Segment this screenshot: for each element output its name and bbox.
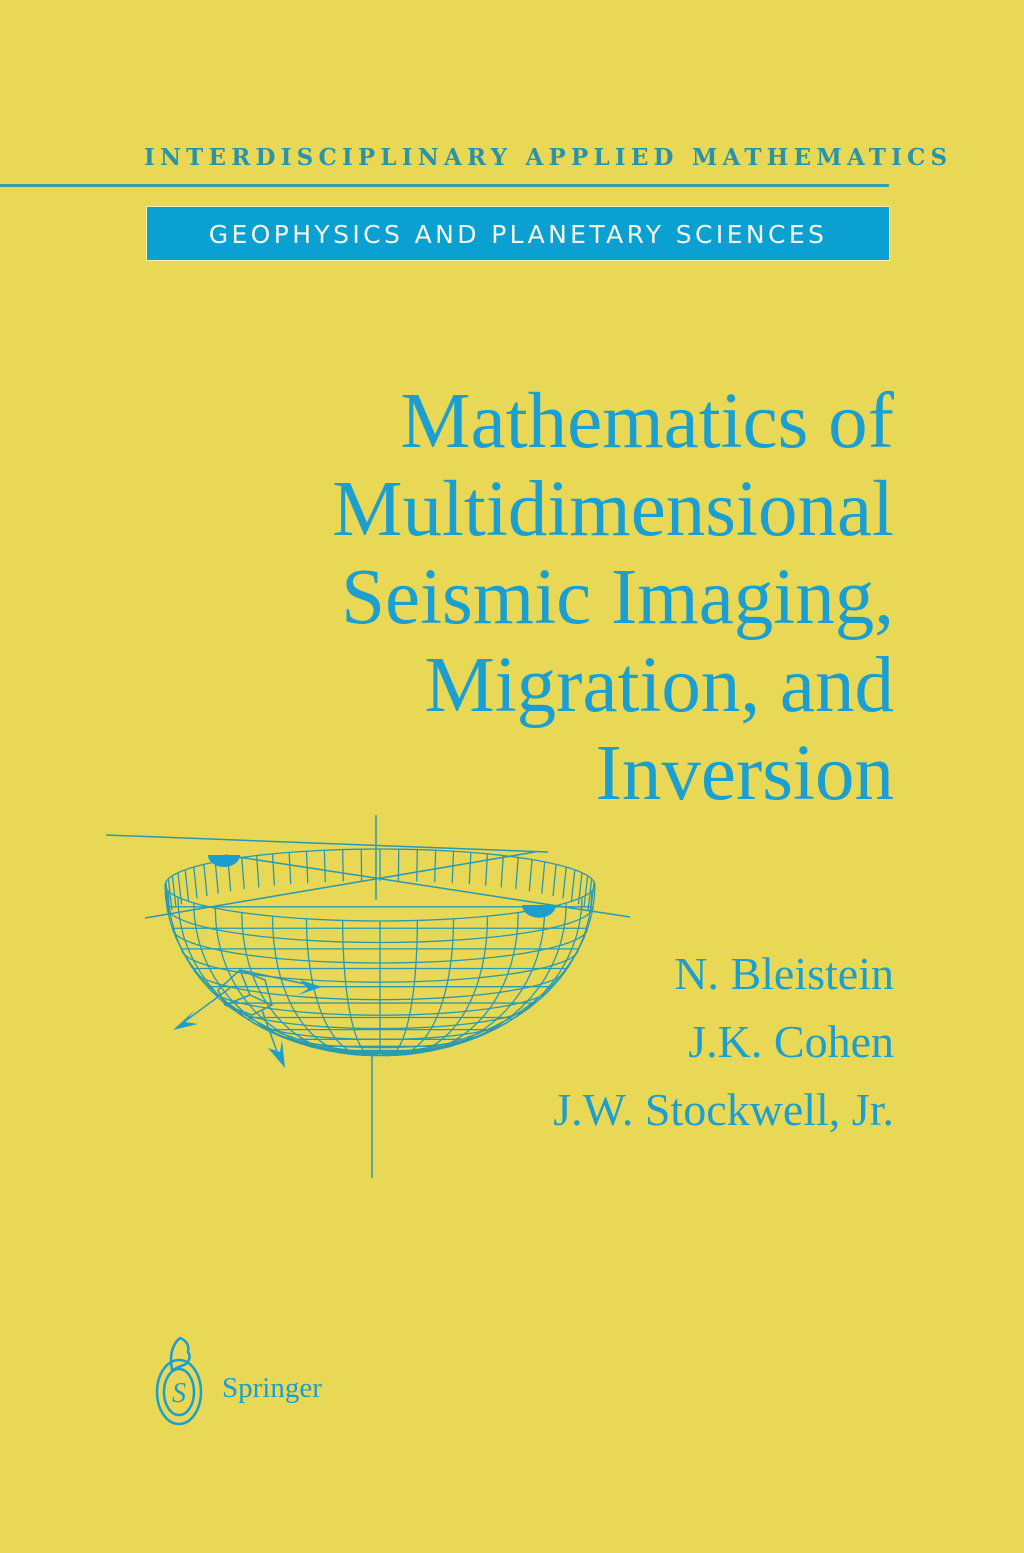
mesh-rim-segment <box>342 849 344 882</box>
mesh-parallel <box>180 948 580 983</box>
mesh-rim-segment <box>177 872 183 905</box>
mesh-rim-segment <box>241 857 245 890</box>
mesh-rim-segment <box>577 872 583 905</box>
mesh-rim-segment <box>562 866 567 899</box>
mesh-rim-segment <box>541 861 546 894</box>
title-line: Multidimensional <box>332 466 894 553</box>
mesh-rim-segment <box>288 852 292 885</box>
subseries-banner: GEOPHYSICS AND PLANETARY SCIENCES <box>146 206 890 261</box>
title-line: Inversion <box>595 730 894 817</box>
mesh-rim-segment <box>203 864 208 897</box>
mesh-meridian <box>193 902 381 1054</box>
series-title: INTERDISCIPLINARY APPLIED MATHEMATICS <box>144 144 953 171</box>
author: J.K. Cohen <box>688 1016 894 1067</box>
mesh-meridian <box>379 920 418 1057</box>
mesh-rim-segment <box>583 875 589 908</box>
mesh-rim-segment <box>484 853 489 886</box>
mesh-rim-segment <box>193 866 198 899</box>
mesh-rim-segment <box>323 850 326 883</box>
mesh-rim-segment <box>500 855 504 888</box>
mesh-meridian <box>379 891 593 1053</box>
mesh-rim-segment <box>164 884 170 917</box>
mesh-rim-segment <box>434 850 437 883</box>
mesh-rim-segment <box>468 852 472 885</box>
mesh-meridian <box>379 884 596 1053</box>
mesh-parallel <box>192 967 567 1001</box>
mesh-rim-segment <box>515 857 519 890</box>
mesh-rim-segment <box>570 869 576 902</box>
mesh-parallel <box>208 986 552 1016</box>
title-line: Seismic Imaging, <box>341 554 894 641</box>
mesh-rim-segment <box>271 853 276 886</box>
mesh-rim-segment <box>587 878 593 911</box>
mesh-rim-segment <box>589 881 595 914</box>
mesh-meridian <box>379 918 455 1056</box>
publisher-name: Springer <box>222 1372 322 1404</box>
mesh-rim-segment <box>256 855 260 888</box>
book-title: Mathematics of Multidimensional Seismic … <box>332 378 894 818</box>
mesh-rim-segment <box>184 869 190 902</box>
mesh-parallel <box>171 927 589 964</box>
title-line: Mathematics of <box>400 378 894 465</box>
mesh-rim-segment <box>165 881 171 914</box>
author: J.W. Stockwell, Jr. <box>553 1084 894 1135</box>
mesh-rim-segment <box>171 875 177 908</box>
mesh-parallel <box>165 906 594 944</box>
mesh-rim-segment <box>552 864 557 897</box>
mesh-rim-segment <box>214 861 219 894</box>
mesh-rim-segment <box>416 849 418 882</box>
mesh-meridian <box>379 916 489 1056</box>
authors: N. Bleistein J.K. Cohen J.W. Stockwell, … <box>553 940 894 1144</box>
author: N. Bleistein <box>674 948 894 999</box>
mesh-rim-segment <box>167 878 173 911</box>
divider <box>0 184 889 187</box>
title-line: Migration, and <box>424 642 894 729</box>
svg-text:S: S <box>172 1378 186 1409</box>
mesh-rim-segment <box>528 859 533 892</box>
mesh-rim-segment <box>451 851 455 884</box>
